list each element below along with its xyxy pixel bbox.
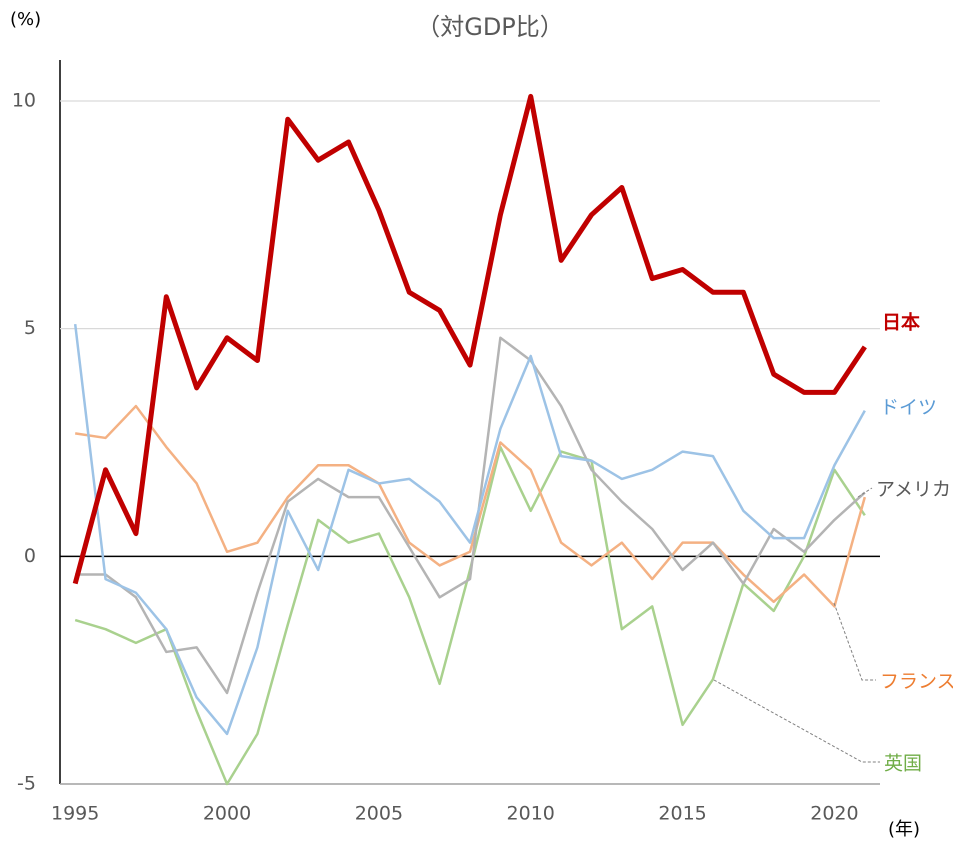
leader-line	[713, 679, 880, 763]
series-line	[74, 404, 867, 608]
series-line	[74, 445, 866, 786]
legend-label: フランス	[880, 671, 953, 693]
x-tick-label: 2000	[203, 803, 251, 825]
y-tick-label: 5	[24, 317, 36, 339]
y-tick-label: 10	[12, 89, 36, 111]
x-axis-label: (年)	[888, 819, 920, 840]
legend-label: 日本	[882, 311, 920, 334]
x-tick-label: 2015	[658, 803, 706, 825]
chart-title: （対GDP比）	[416, 13, 564, 41]
leader-line	[833, 602, 876, 681]
legend-label: 英国	[884, 753, 922, 775]
legend-label: アメリカ	[876, 479, 951, 501]
x-tick-label: 2005	[355, 803, 403, 825]
y-axis-label: (%)	[10, 9, 41, 30]
x-tick-label: 2020	[810, 803, 858, 825]
legend-label: ドイツ	[880, 397, 937, 419]
series-line	[75, 336, 866, 695]
leader-line	[857, 487, 873, 498]
y-tick-label: 0	[24, 545, 36, 567]
series-line	[73, 323, 866, 736]
series-line	[72, 93, 867, 585]
x-tick-label: 1995	[51, 803, 99, 825]
y-tick-label: -5	[17, 773, 36, 795]
x-tick-label: 2010	[507, 803, 555, 825]
